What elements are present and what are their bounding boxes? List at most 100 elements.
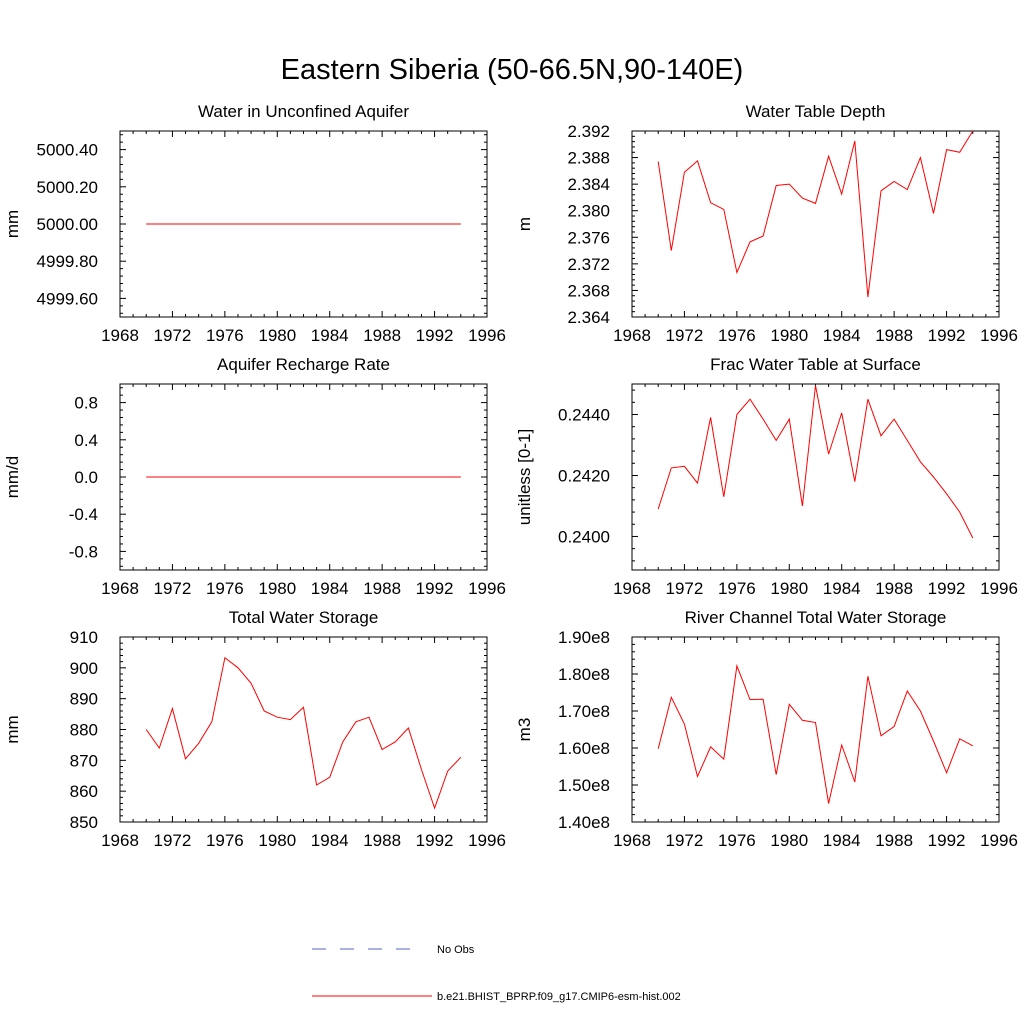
plot-frame (119, 636, 488, 823)
x-tick-label: 1984 (311, 326, 349, 345)
x-tick-label: 1996 (468, 326, 506, 345)
y-tick-label: 0.2440 (558, 405, 610, 424)
y-tick-label: 850 (70, 813, 98, 832)
chart-panels: Water in Unconfined Aquifer mm 1968 1972 197… (3, 102, 1018, 850)
y-axis-label: m3 (515, 718, 534, 742)
x-tick-label: 1968 (101, 831, 139, 850)
plot-frame (631, 130, 1000, 318)
y-tick-label: 2.384 (567, 175, 610, 194)
y-tick-label: 860 (70, 782, 98, 801)
x-tick-label: 1980 (258, 326, 296, 345)
x-tick-label: 1980 (770, 579, 808, 598)
x-tick-label: 1976 (206, 831, 244, 850)
panel-title: River Channel Total Water Storage (685, 608, 947, 627)
series-line (657, 663, 974, 804)
panel-3: Aquifer Recharge Rate mm/d 1968 1972 1976 198… (3, 355, 506, 598)
y-tick-label: 0.4 (74, 431, 98, 450)
x-tick-label: 1980 (770, 326, 808, 345)
x-tick-label: 1972 (666, 831, 704, 850)
y-tick-label: 2.392 (567, 122, 610, 141)
x-tick-label: 1984 (311, 831, 349, 850)
x-tick-label: 1968 (613, 579, 651, 598)
x-tick-label: 1976 (718, 831, 756, 850)
x-tick-label: 1992 (928, 579, 966, 598)
y-tick-label: 1.50e8 (558, 776, 610, 795)
plot-frame (631, 636, 1000, 823)
y-tick-label: 890 (70, 690, 98, 709)
y-tick-label: 1.40e8 (558, 813, 610, 832)
y-tick-label: 910 (70, 628, 98, 647)
x-tick-label: 1968 (101, 326, 139, 345)
y-tick-label: 4999.80 (37, 252, 98, 271)
x-tick-label: 1980 (258, 831, 296, 850)
y-tick-label: 5000.40 (37, 141, 98, 160)
x-tick-label: 1976 (206, 326, 244, 345)
x-tick-label: 1996 (468, 831, 506, 850)
y-tick-label: 4999.60 (37, 289, 98, 308)
y-tick-label: 5000.20 (37, 178, 98, 197)
y-tick-label: -0.4 (69, 505, 98, 524)
x-tick-label: 1992 (416, 579, 454, 598)
x-tick-label: 1988 (363, 326, 401, 345)
x-tick-label: 1996 (468, 579, 506, 598)
legend-item-model-run: b.e21.BHIST_BPRP.f09_g17.CMIP6-esm-hist.… (312, 991, 681, 1003)
x-tick-label: 1976 (206, 579, 244, 598)
panel-2: Water Table Depth m 1968 1972 1976 1980 1984 19… (515, 102, 1018, 345)
series-line (657, 385, 974, 539)
x-tick-label: 1972 (154, 831, 192, 850)
panel-title: Total Water Storage (229, 608, 379, 627)
series-line (145, 656, 462, 810)
panel-4: Frac Water Table at Surface unitless [0-1… (515, 355, 1018, 598)
y-tick-label: 5000.00 (37, 215, 98, 234)
plot-frame (631, 383, 1000, 571)
x-tick-label: 1980 (258, 579, 296, 598)
x-tick-label: 1980 (770, 831, 808, 850)
x-tick-label: 1988 (875, 326, 913, 345)
x-tick-label: 1968 (613, 831, 651, 850)
x-tick-label: 1972 (154, 326, 192, 345)
y-tick-label: 1.60e8 (558, 739, 610, 758)
x-tick-label: 1968 (101, 579, 139, 598)
y-axis-label: unitless [0-1] (515, 429, 534, 525)
y-tick-label: -0.8 (69, 542, 98, 561)
x-tick-label: 1972 (666, 326, 704, 345)
panel-title: Frac Water Table at Surface (710, 355, 921, 374)
x-tick-label: 1992 (416, 831, 454, 850)
x-tick-label: 1984 (823, 326, 861, 345)
x-tick-label: 1976 (718, 326, 756, 345)
y-tick-label: 880 (70, 721, 98, 740)
legend-label-no-obs: No Obs (437, 944, 475, 956)
y-tick-label: 870 (70, 751, 98, 770)
x-tick-label: 1976 (718, 579, 756, 598)
y-tick-label: 2.372 (567, 255, 610, 274)
x-tick-label: 1988 (875, 579, 913, 598)
x-tick-label: 1992 (416, 326, 454, 345)
series-line (657, 130, 974, 298)
y-tick-label: 2.376 (567, 228, 610, 247)
legend: No Obs b.e21.BHIST_BPRP.f09_g17.CMIP6-es… (312, 944, 681, 1003)
y-tick-label: 2.368 (567, 281, 610, 300)
x-tick-label: 1984 (823, 831, 861, 850)
y-tick-label: 0.8 (74, 394, 98, 413)
y-axis-label: mm/d (3, 456, 22, 499)
y-tick-label: 2.380 (567, 202, 610, 221)
y-tick-label: 0.2400 (558, 527, 610, 546)
x-tick-label: 1988 (363, 831, 401, 850)
x-tick-label: 1972 (154, 579, 192, 598)
panel-title: Aquifer Recharge Rate (217, 355, 390, 374)
y-axis-label: mm (3, 210, 22, 238)
x-tick-label: 1984 (311, 579, 349, 598)
x-tick-label: 1972 (666, 579, 704, 598)
x-tick-label: 1988 (363, 579, 401, 598)
y-tick-label: 2.364 (567, 308, 610, 327)
panel-1: Water in Unconfined Aquifer mm 1968 1972 197… (3, 102, 506, 345)
x-tick-label: 1992 (928, 326, 966, 345)
x-tick-label: 1992 (928, 831, 966, 850)
x-tick-label: 1984 (823, 579, 861, 598)
y-tick-label: 900 (70, 659, 98, 678)
figure-title: Eastern Siberia (50-66.5N,90-140E) (280, 54, 744, 86)
y-axis-label: mm (3, 715, 22, 743)
y-tick-label: 0.0 (74, 468, 98, 487)
